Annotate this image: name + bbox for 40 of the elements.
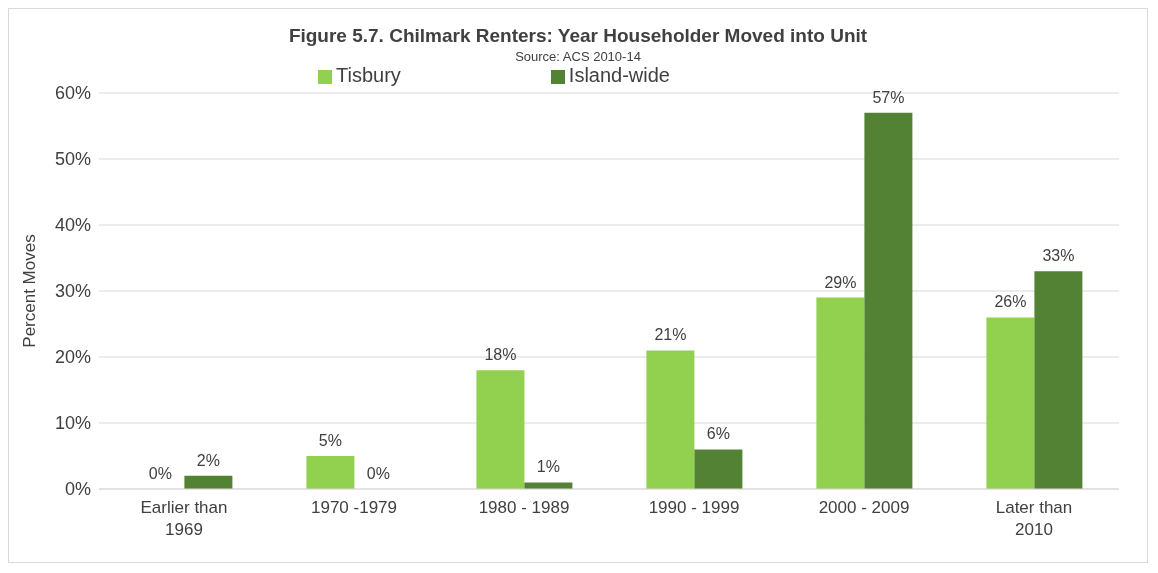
data-label: 0%	[366, 464, 390, 482]
y-tick-label: 50%	[54, 149, 91, 170]
legend-label: Tisbury	[336, 64, 401, 86]
data-label: 0%	[148, 464, 172, 482]
data-label: 1%	[536, 458, 560, 476]
x-tick-label: Earlier than 1969	[140, 498, 228, 539]
data-label: 5%	[318, 432, 342, 449]
data-label: 18%	[484, 346, 517, 364]
bar	[646, 350, 695, 489]
chart-title: Figure 5.7. Chilmark Renters: Year Householder Moved into Unit	[287, 25, 869, 47]
y-tick-label: 20%	[54, 347, 91, 368]
bar	[524, 482, 573, 489]
bar	[306, 456, 355, 489]
y-axis-title: Percent Moves	[20, 234, 40, 348]
data-label: 6%	[706, 425, 730, 443]
bar	[816, 297, 865, 489]
y-tick-label: 30%	[54, 281, 91, 302]
bar	[986, 317, 1035, 489]
data-label: 26%	[994, 293, 1027, 311]
y-tick-label: 10%	[54, 413, 91, 434]
data-label: 33%	[1042, 247, 1075, 265]
y-tick-label: 60%	[54, 83, 91, 104]
data-label: 29%	[824, 273, 857, 291]
x-tick-label: 1970 -1979	[310, 498, 398, 517]
data-label: 57%	[872, 88, 905, 106]
bar	[476, 370, 525, 489]
bar	[1034, 271, 1083, 489]
data-label: 2%	[196, 451, 220, 469]
data-label: 21%	[654, 326, 687, 344]
y-tick-label: 40%	[54, 215, 91, 236]
x-tick-label: Later than 2010	[995, 498, 1073, 539]
x-tick-label: 2000 - 2009	[818, 498, 910, 517]
y-tick-label: 0%	[64, 479, 91, 500]
x-tick-label: 1980 - 1989	[478, 498, 570, 517]
bar	[184, 475, 233, 489]
chart-subtitle: Source: ACS 2010-14	[514, 49, 642, 64]
bar	[864, 112, 913, 489]
bar	[694, 449, 743, 489]
legend-label: Island-wide	[568, 64, 670, 86]
x-tick-label: 1990 - 1999	[648, 498, 740, 517]
